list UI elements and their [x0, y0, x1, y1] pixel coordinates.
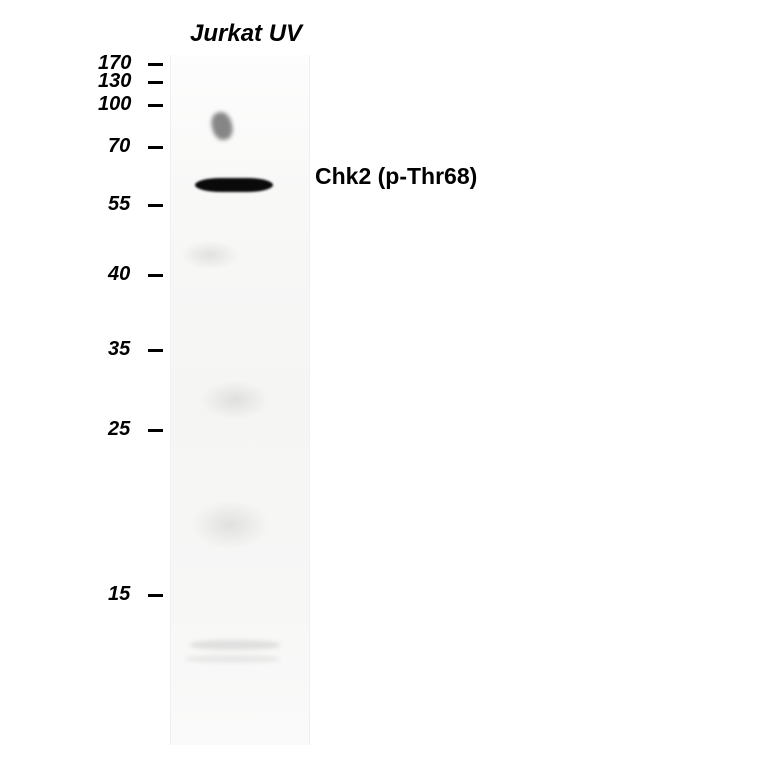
marker-label: 15 — [108, 583, 130, 606]
marker-tick — [148, 594, 163, 597]
marker-tick — [148, 204, 163, 207]
marker-label: 100 — [98, 93, 131, 116]
marker-label: 55 — [108, 193, 130, 216]
blot-band-very-faint — [190, 640, 280, 650]
blot-band-main — [195, 178, 273, 192]
band-annotation: Chk2 (p-Thr68) — [315, 163, 477, 190]
blot-smudge — [190, 500, 270, 550]
marker-label: 130 — [98, 70, 131, 93]
marker-tick — [148, 274, 163, 277]
marker-tick — [148, 63, 163, 66]
blot-smudge — [180, 240, 240, 270]
marker-label: 25 — [108, 418, 130, 441]
marker-tick — [148, 104, 163, 107]
marker-tick — [148, 349, 163, 352]
marker-label: 35 — [108, 338, 130, 361]
lane-label: Jurkat UV — [190, 20, 302, 48]
marker-label: 40 — [108, 263, 130, 286]
blot-smudge — [200, 380, 270, 420]
blot-band-very-faint — [185, 655, 280, 663]
marker-tick — [148, 81, 163, 84]
marker-tick — [148, 146, 163, 149]
marker-tick — [148, 429, 163, 432]
marker-label: 70 — [108, 135, 130, 158]
western-blot-container: Jurkat UV Chk2 (p-Thr68) 170130100705540… — [0, 0, 764, 764]
